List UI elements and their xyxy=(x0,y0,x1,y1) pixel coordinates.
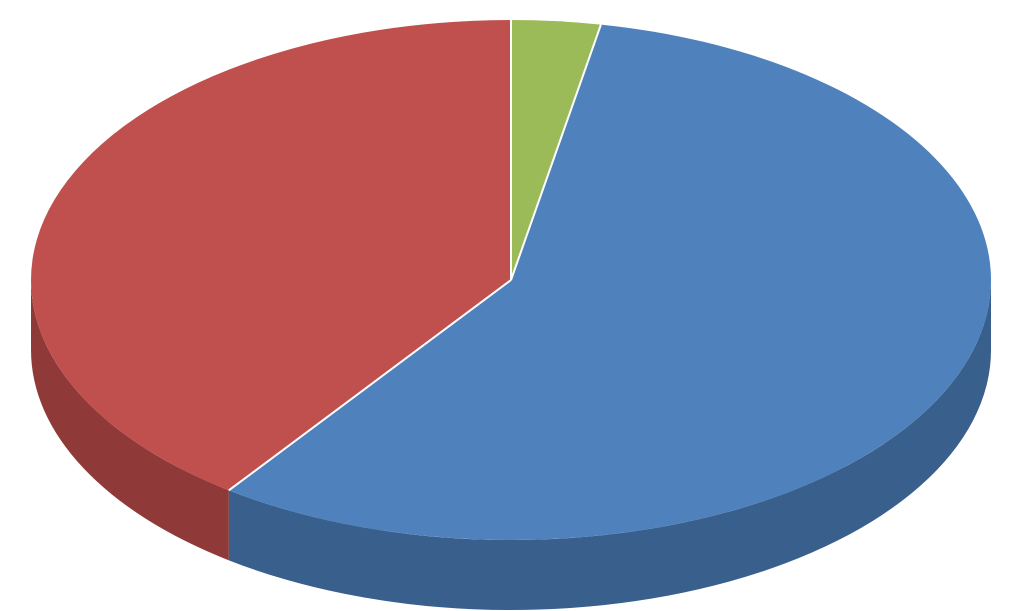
pie-chart-3d xyxy=(0,0,1023,611)
pie-chart-svg xyxy=(0,0,1023,611)
